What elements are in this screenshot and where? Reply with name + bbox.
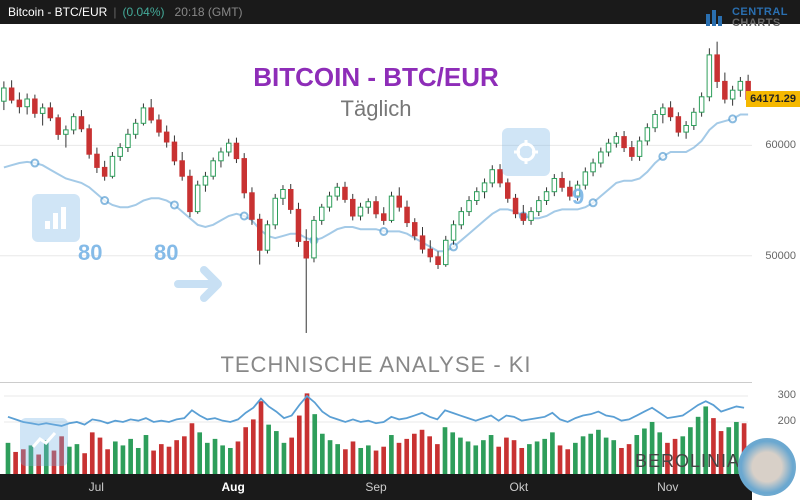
x-tick-label: Aug	[221, 480, 244, 494]
brand-logo: CENTRAL CHARTS	[702, 6, 788, 30]
x-tick-label: Okt	[510, 480, 529, 494]
ta-title: TECHNISCHE ANALYSE - KI	[0, 352, 752, 378]
chart-subtitle: Täglich	[0, 96, 752, 122]
instrument-name: Bitcoin - BTC/EUR	[8, 5, 107, 19]
y-tick-label: 60000	[765, 139, 796, 151]
vol-y-tick: 200	[778, 415, 796, 427]
vol-y-tick: 300	[778, 389, 796, 401]
logo-icon	[702, 6, 726, 30]
price-y-axis: 500006000064171.29	[752, 24, 800, 344]
ghost-number: 80	[154, 240, 178, 266]
time-x-axis: Jul Aug Sep Okt Nov	[0, 474, 752, 500]
timestamp: 20:18 (GMT)	[175, 5, 243, 19]
divider: |	[113, 5, 116, 19]
ghost-icon-2	[502, 128, 550, 176]
ghost-icon-3	[20, 418, 68, 466]
x-tick-label: Nov	[657, 480, 678, 494]
pct-change: (0.04%)	[122, 5, 164, 19]
logo-text-bottom: CHARTS	[732, 18, 788, 29]
ghost-number: 9	[572, 184, 584, 210]
ghost-arrow-icon	[174, 262, 234, 306]
x-tick-label: Jul	[89, 480, 104, 494]
avatar-badge	[738, 438, 796, 496]
ghost-number: 80	[78, 240, 102, 266]
x-tick-label: Sep	[365, 480, 386, 494]
header-bar: Bitcoin - BTC/EUR | (0.04%) 20:18 (GMT)	[0, 0, 800, 24]
ghost-icon-1	[32, 194, 80, 242]
y-tick-label: 50000	[765, 250, 796, 262]
chart-title: BITCOIN - BTC/EUR	[0, 62, 752, 93]
current-price-tag: 64171.29	[746, 91, 800, 107]
watermark-text: BEROLINIA	[635, 451, 740, 472]
